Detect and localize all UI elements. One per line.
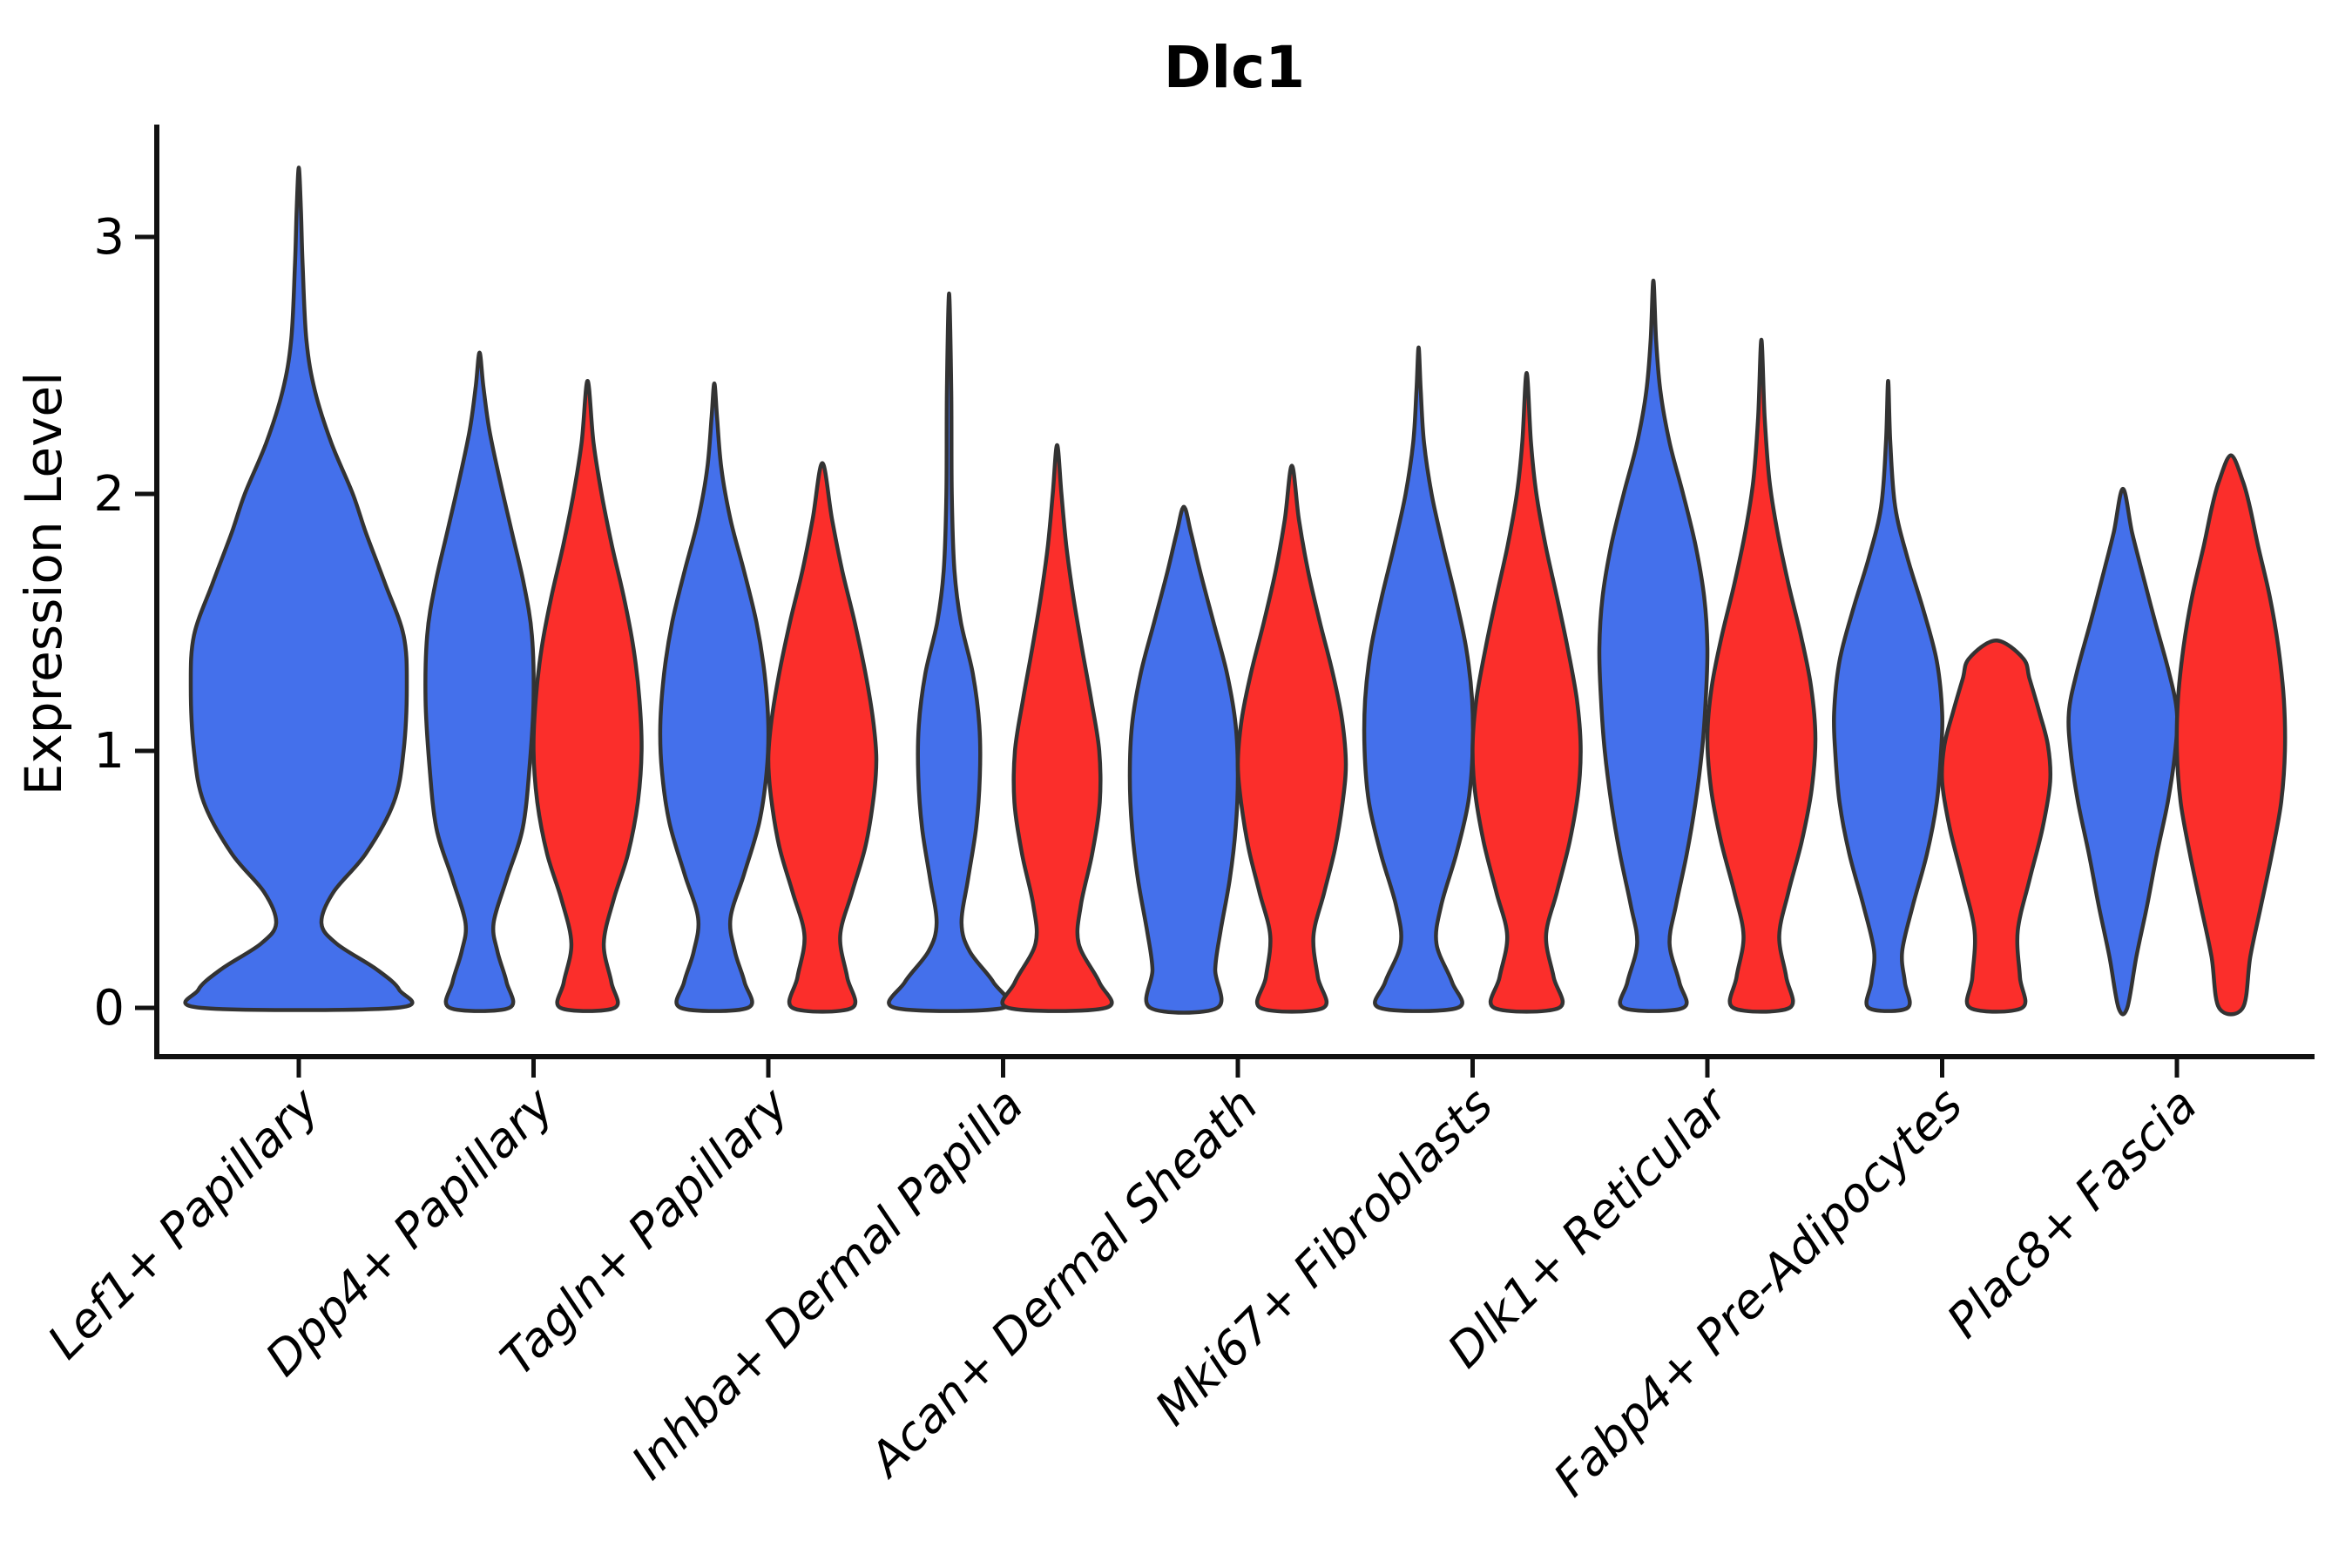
violins-layer [183, 166, 2288, 1017]
violin-plac8-fascia-blue [2066, 486, 2180, 1017]
x-tick-label-inhba-dermal-papilla: Inhba+ Dermal Papilla [621, 1078, 1034, 1490]
y-tick-label-0: 0 [93, 980, 125, 1037]
x-tick-label-acan-dermal-sheath: Acan+ Dermal Sheath [857, 1078, 1268, 1489]
x-tick-label-plac8-fascia: Plac8+ Fascia [1936, 1078, 2207, 1348]
y-tick-label-3: 3 [93, 209, 125, 266]
violin-lef1-papillary-blue [183, 166, 415, 1012]
violin-mki67-fibroblasts-red [1470, 371, 1583, 1014]
violin-fabp4-pre-adipocytes-blue [1831, 378, 1945, 1013]
violin-tagln-papillary-red [766, 461, 879, 1014]
violin-dpp4-papillary-red [531, 378, 644, 1013]
violin-mki67-fibroblasts-blue [1362, 345, 1476, 1013]
chart-title: Dlc1 [1164, 34, 1305, 101]
violin-dlk1-reticular-red [1705, 337, 1818, 1014]
violin-fabp4-pre-adipocytes-red [1939, 638, 2053, 1014]
violin-dpp4-papillary-blue [423, 350, 536, 1013]
y-tick-label-2: 2 [93, 466, 125, 523]
y-axis-label: Expression Level [14, 372, 73, 795]
y-ticks-layer: 0 1 2 3 [93, 209, 154, 1037]
y-tick-label-1: 1 [93, 723, 125, 780]
violin-acan-dermal-sheath-blue [1127, 504, 1240, 1015]
x-tick-label-fabp4-pre-adipocytes: Fabp4+ Pre-Adipocytes [1543, 1078, 1972, 1507]
violin-dlk1-reticular-blue [1597, 278, 1710, 1013]
violin-acan-dermal-sheath-red [1235, 463, 1348, 1014]
violin-inhba-dermal-papilla-blue [887, 291, 1011, 1013]
violin-tagln-papillary-blue [658, 381, 771, 1013]
violin-plac8-fascia-red [2174, 453, 2288, 1017]
violin-inhba-dermal-papilla-red [1000, 443, 1114, 1013]
